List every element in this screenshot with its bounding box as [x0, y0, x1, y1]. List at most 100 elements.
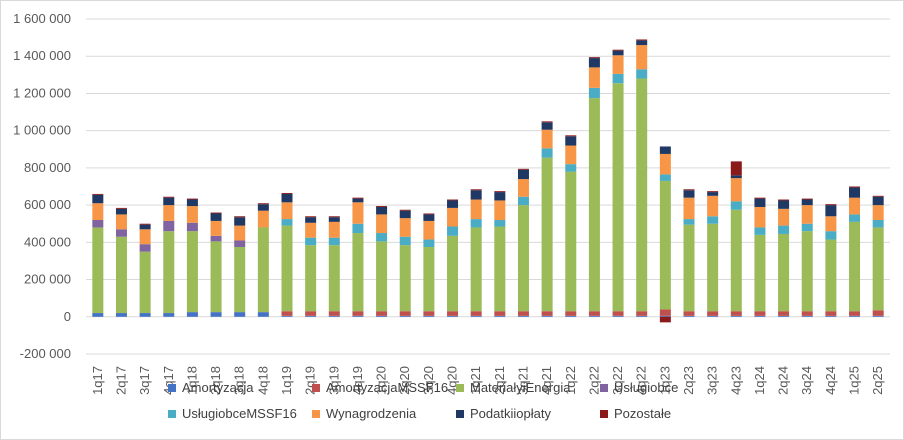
x-tick-label: 2q24: [776, 366, 791, 395]
bar-segment-amortyzacja: [305, 315, 317, 317]
bar-segment-amortyzacja: [352, 315, 364, 317]
bar-segment-podatkiiopłaty: [423, 214, 435, 221]
bar-segment-materiałyienergia: [636, 78, 648, 312]
bar-segment-usługiobcemssf16: [541, 148, 553, 158]
bar-segment-amortyzacjamssf16: [447, 311, 459, 316]
bar-segment-materiałyienergia: [139, 251, 151, 314]
x-tick-label: 1q23: [657, 366, 672, 395]
bar-segment-wynagrodzenia: [305, 222, 317, 238]
bar-segment-podatkiiopłaty: [92, 194, 104, 204]
bar-segment-usługiobcemssf16: [470, 219, 482, 228]
bar-segment-amortyzacja: [541, 315, 553, 317]
bar-segment-amortyzacja: [707, 315, 719, 317]
bars: [92, 39, 884, 323]
bar-segment-amortyzacja: [281, 315, 293, 317]
bar-segment-wynagrodzenia: [257, 210, 269, 228]
bar-segment-usługiobcemssf16: [825, 231, 837, 240]
bar-segment-materiałyienergia: [659, 180, 671, 310]
bar-segment-usługiobcemssf16: [636, 69, 648, 79]
bar-segment-pozostałe: [541, 121, 553, 123]
bar-segment-amortyzacjamssf16: [707, 311, 719, 316]
bar-segment-amortyzacjamssf16: [801, 311, 813, 316]
bar-segment-amortyzacja: [825, 315, 837, 317]
bar-segment-amortyzacjamssf16: [588, 311, 600, 316]
bar-segment-pozostałe: [115, 207, 127, 209]
bar-segment-pozostałe: [305, 216, 317, 218]
bar-segment-podatkiiopłaty: [683, 190, 695, 198]
bar-segment-pozostałe: [517, 168, 529, 170]
bar-segment-materiałyienergia: [730, 209, 742, 312]
bar-segment-usługiobcemssf16: [754, 227, 766, 235]
bar-segment-amortyzacjamssf16: [565, 311, 577, 316]
bar-segment-usługiobcemssf16: [872, 220, 884, 228]
y-tick-label: 1 200 000: [13, 85, 71, 100]
bar-segment-usługiobcemssf16: [423, 239, 435, 247]
x-tick-label: 2q21: [492, 366, 507, 395]
bar-segment-pozostałe: [92, 193, 104, 195]
legend-label: Usługiobce: [614, 380, 679, 395]
bar-segment-amortyzacjamssf16: [612, 311, 624, 316]
bar-segment-amortyzacjamssf16: [517, 311, 529, 316]
legend-label: Podatkiiopłaty: [470, 406, 551, 421]
x-tick-label: 1q20: [374, 366, 389, 395]
bar-segment-pozostałe: [376, 206, 388, 207]
bar-segment-amortyzacja: [494, 315, 506, 317]
bar-segment-usługiobcemssf16: [659, 174, 671, 181]
bar-segment-materiałyienergia: [163, 231, 175, 314]
bar-segment-amortyzacjamssf16: [778, 311, 790, 316]
legend-item: Podatkiiopłaty: [456, 406, 551, 421]
legend-item: Wynagrodzenia: [312, 406, 416, 421]
bar-segment-materiałyienergia: [399, 245, 411, 312]
bar-segment-podatkiiopłaty: [801, 199, 813, 206]
bar-segment-amortyzacjamssf16: [494, 311, 506, 316]
bar-segment-materiałyienergia: [778, 233, 790, 312]
bar-segment-podatkiiopłaty: [754, 198, 766, 207]
bar-segment-amortyzacjamssf16: [328, 311, 340, 316]
bar-segment-wynagrodzenia: [115, 214, 127, 230]
x-tick-label: 4q20: [445, 366, 460, 395]
bar-segment-usługiobcemssf16: [376, 233, 388, 242]
bar-segment-materiałyienergia: [257, 227, 269, 313]
bar-segment-amortyzacja: [872, 315, 884, 317]
bar-segment-pozostałe: [328, 216, 340, 218]
bar-segment-pozostałe: [730, 161, 742, 176]
legend-swatch: [168, 410, 176, 418]
x-axis: 1q17 2q17 3q17 4q17 1q18 2q18 3q18 4q18 1q19 2q19…: [90, 366, 885, 395]
gridlines: [86, 18, 890, 355]
bar-segment-amortyzacja: [376, 315, 388, 317]
bar-segment-pozostałe: [849, 186, 861, 188]
bar-segment-pozostałe: [636, 39, 648, 41]
bar-segment-usługiobce: [139, 244, 151, 252]
bar-segment-usługiobcemssf16: [447, 226, 459, 236]
bar-segment-amortyzacja: [683, 315, 695, 317]
bar-segment-podatkiiopłaty: [305, 217, 317, 223]
bar-segment-materiałyienergia: [754, 234, 766, 312]
legend-swatch: [600, 410, 608, 418]
bar-segment-wynagrodzenia: [470, 199, 482, 220]
x-tick-label: 3q23: [705, 366, 720, 395]
bar-segment-materiałyienergia: [328, 245, 340, 312]
bar-segment-amortyzacjamssf16: [281, 311, 293, 316]
bar-segment-amortyzacjamssf16: [659, 309, 671, 316]
bar-segment-wynagrodzenia: [423, 220, 435, 240]
bar-segment-podatkiiopłaty: [352, 198, 364, 203]
bar-segment-usługiobcemssf16: [305, 237, 317, 246]
x-tick-label: 4q22: [634, 366, 649, 395]
x-tick-label: 4q24: [823, 366, 838, 395]
x-tick-label: 2q23: [681, 366, 696, 395]
bar-segment-usługiobcemssf16: [588, 87, 600, 99]
legend-swatch: [168, 384, 176, 392]
bar-segment-wynagrodzenia: [659, 153, 671, 175]
bar-segment-usługiobce: [163, 220, 175, 232]
bar-segment-amortyzacjamssf16: [754, 311, 766, 316]
bar-segment-materiałyienergia: [234, 246, 246, 313]
x-tick-label: 4q21: [539, 366, 554, 395]
bar-segment-amortyzacja: [849, 315, 861, 317]
bar-segment-amortyzacja: [754, 315, 766, 317]
bar-segment-wynagrodzenia: [825, 216, 837, 232]
bar-segment-usługiobcemssf16: [565, 164, 577, 172]
x-tick-label: 3q19: [326, 366, 341, 395]
bar-segment-wynagrodzenia: [612, 55, 624, 74]
y-tick-label: 200 000: [24, 272, 71, 287]
bar-segment-pozostałe: [139, 223, 151, 225]
